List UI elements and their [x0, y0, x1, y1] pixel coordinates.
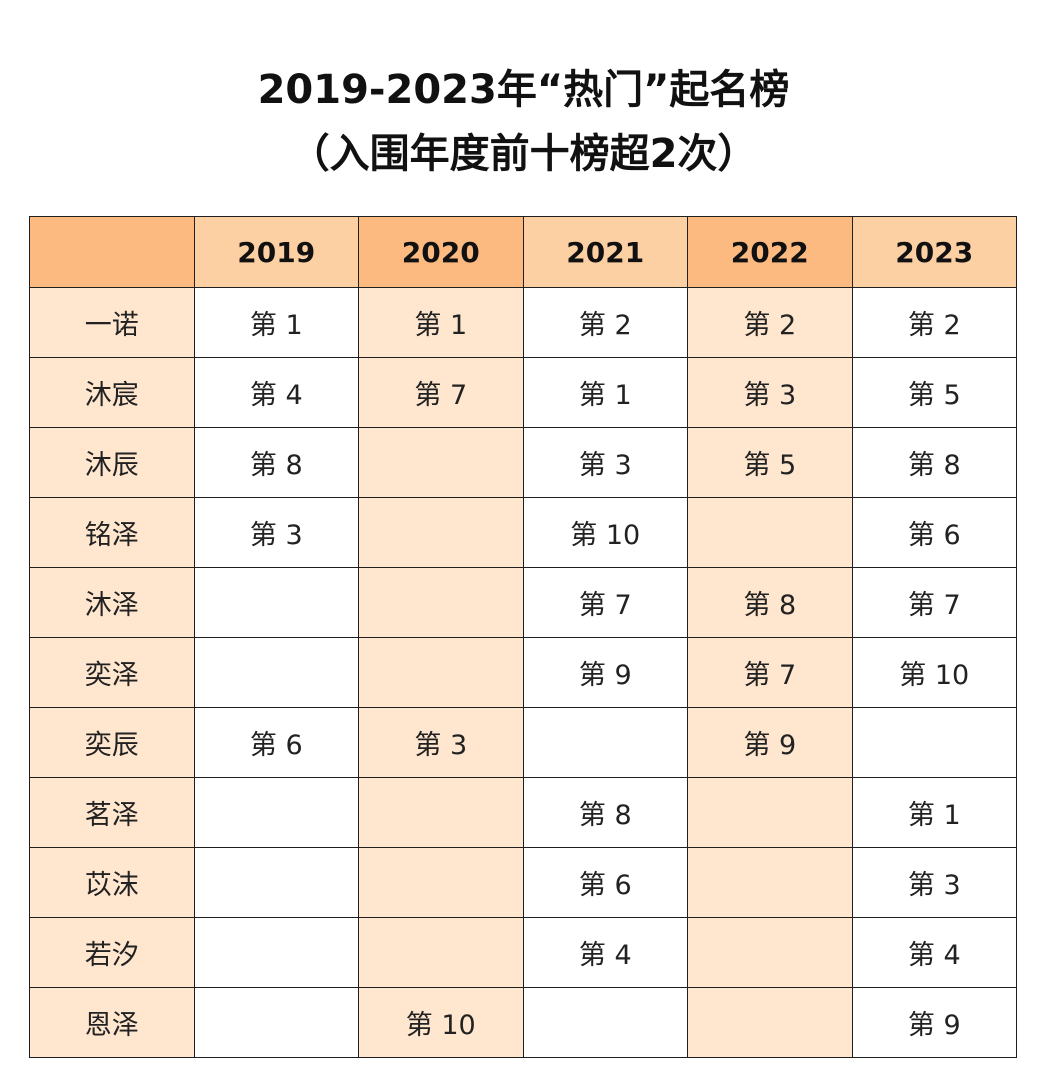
table-header: 2019 2020 2021 2022 2023 [29, 216, 1017, 288]
rank-cell-2023: 第 10 [851, 637, 1017, 708]
header-row: 2019 2020 2021 2022 2023 [29, 216, 1017, 288]
rank-cell-2022: 第 7 [687, 637, 853, 708]
name-cell: 恩泽 [29, 987, 195, 1058]
table-row: 铭泽第 3 第 10 第 6 [29, 497, 1017, 568]
rank-cell-2019 [193, 987, 359, 1058]
rank-cell-2021 [522, 707, 688, 778]
rank-cell-2020: 第 10 [358, 987, 524, 1058]
rank-cell-2023: 第 9 [851, 987, 1017, 1058]
rank-cell-2021: 第 8 [522, 777, 688, 848]
rank-cell-2022: 第 3 [687, 357, 853, 428]
rank-cell-2021: 第 1 [522, 357, 688, 428]
name-cell: 若汐 [29, 917, 195, 988]
rank-cell-2019 [193, 777, 359, 848]
rank-cell-2020 [358, 777, 524, 848]
rank-cell-2022: 第 8 [687, 567, 853, 638]
corner-cell [29, 216, 195, 288]
rank-cell-2022 [687, 987, 853, 1058]
rank-cell-2023: 第 3 [851, 847, 1017, 918]
rank-cell-2021 [522, 987, 688, 1058]
rank-cell-2020: 第 7 [358, 357, 524, 428]
table-row: 若汐 第 4 第 4 [29, 917, 1017, 988]
rank-cell-2020 [358, 637, 524, 708]
rank-cell-2023: 第 8 [851, 427, 1017, 498]
rank-cell-2019: 第 8 [193, 427, 359, 498]
year-header-2022: 2022 [687, 216, 853, 288]
rank-cell-2020 [358, 847, 524, 918]
rank-cell-2023 [851, 707, 1017, 778]
rank-cell-2019 [193, 917, 359, 988]
table-row: 茗泽 第 8 第 1 [29, 777, 1017, 848]
rank-cell-2021: 第 9 [522, 637, 688, 708]
rank-cell-2021: 第 10 [522, 497, 688, 568]
year-header-2021: 2021 [522, 216, 688, 288]
rank-cell-2022 [687, 917, 853, 988]
rank-cell-2022 [687, 777, 853, 848]
rank-cell-2022: 第 9 [687, 707, 853, 778]
rank-cell-2023: 第 6 [851, 497, 1017, 568]
rank-cell-2023: 第 5 [851, 357, 1017, 428]
name-cell: 沐泽 [29, 567, 195, 638]
rank-cell-2019: 第 1 [193, 287, 359, 358]
rank-cell-2020: 第 1 [358, 287, 524, 358]
rank-cell-2023: 第 7 [851, 567, 1017, 638]
rank-cell-2020 [358, 917, 524, 988]
rank-cell-2021: 第 2 [522, 287, 688, 358]
rank-cell-2020 [358, 427, 524, 498]
rank-cell-2022 [687, 847, 853, 918]
rank-cell-2021: 第 7 [522, 567, 688, 638]
rank-cell-2023: 第 2 [851, 287, 1017, 358]
name-cell: 茗泽 [29, 777, 195, 848]
year-header-2019: 2019 [193, 216, 359, 288]
rank-cell-2021: 第 3 [522, 427, 688, 498]
rank-cell-2019 [193, 847, 359, 918]
rank-cell-2023: 第 4 [851, 917, 1017, 988]
rank-cell-2021: 第 4 [522, 917, 688, 988]
name-cell: 沐宸 [29, 357, 195, 428]
table-row: 苡沫 第 6 第 3 [29, 847, 1017, 918]
name-cell: 奕泽 [29, 637, 195, 708]
name-cell: 苡沫 [29, 847, 195, 918]
rank-cell-2021: 第 6 [522, 847, 688, 918]
rank-cell-2022: 第 5 [687, 427, 853, 498]
rank-cell-2020: 第 3 [358, 707, 524, 778]
year-header-2023: 2023 [851, 216, 1017, 288]
name-cell: 一诺 [29, 287, 195, 358]
rank-cell-2019: 第 4 [193, 357, 359, 428]
rank-cell-2022: 第 2 [687, 287, 853, 358]
name-cell: 沐辰 [29, 427, 195, 498]
page-subtitle: （入围年度前十榜超2次） [289, 131, 758, 177]
name-cell: 铭泽 [29, 497, 195, 568]
name-cell: 奕辰 [29, 707, 195, 778]
rank-cell-2023: 第 1 [851, 777, 1017, 848]
year-header-2020: 2020 [358, 216, 524, 288]
rank-cell-2019: 第 6 [193, 707, 359, 778]
page-title: 2019-2023年“热门”起名榜 [257, 67, 790, 113]
rank-cell-2022 [687, 497, 853, 568]
table-row: 恩泽 第 10 第 9 [29, 987, 1017, 1058]
rank-cell-2019 [193, 637, 359, 708]
rank-cell-2019: 第 3 [193, 497, 359, 568]
rank-cell-2019 [193, 567, 359, 638]
rank-cell-2020 [358, 567, 524, 638]
rank-cell-2020 [358, 497, 524, 568]
